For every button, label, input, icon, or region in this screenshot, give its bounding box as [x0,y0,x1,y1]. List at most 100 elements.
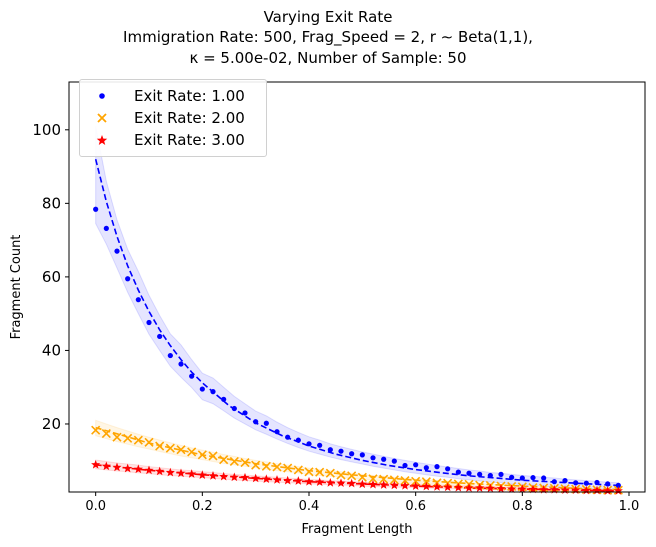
chart-legend: Exit Rate: 1.00 Exit Rate: 2.00 Exit Rat… [79,79,267,157]
data-point [101,428,111,439]
data-point [157,333,163,340]
data-point [144,437,154,447]
chart-subtitle-line-1: Immigration Rate: 500, Frag_Speed = 2, r… [123,28,533,46]
data-point [445,466,451,472]
y-tick-label: 80 [42,194,61,212]
data-point [359,452,365,458]
legend-label: Exit Rate: 2.00 [134,109,245,127]
data-point [133,464,143,474]
data-point [272,475,282,484]
data-point [210,389,216,395]
x-tick-label: 0.2 [192,499,213,514]
data-point [167,352,173,359]
legend-label: Exit Rate: 1.00 [134,87,245,105]
data-point [496,483,506,493]
data-point [165,467,175,477]
data-point [187,447,197,457]
data-point [293,476,303,485]
data-point [229,456,239,467]
data-point [325,468,335,478]
y-tick-label: 60 [42,268,61,286]
y-axis-ticks: 20 40 60 80 100 [32,121,69,433]
data-point [125,276,131,282]
data-point [357,472,367,482]
data-point [112,432,122,442]
data-point [411,481,421,490]
chart-subtitle-line-2: κ = 5.00e-02, Number of Sample: 50 [189,49,467,67]
data-point [306,441,312,447]
data-point [251,460,261,470]
fit-lines [94,159,619,492]
data-point [581,485,591,495]
data-point [208,451,218,461]
data-point [368,479,378,489]
data-point [517,484,527,493]
data-point [176,468,186,478]
data-point [475,483,485,492]
data-point [274,429,280,435]
data-point [413,462,419,468]
data-point [498,471,504,477]
data-point [507,484,517,493]
data-point [379,480,389,489]
data-point [560,485,570,495]
data-point [295,437,301,443]
data-point [400,480,410,490]
data-point [349,451,355,457]
x-axis-label: Fragment Length [301,522,412,537]
data-point [391,458,397,464]
data-point [379,474,389,484]
data-point [208,471,218,480]
legend-label: Exit Rate: 3.00 [134,131,245,149]
x-tick-label: 0.6 [405,499,426,514]
data-point [263,420,269,426]
data-point [285,434,291,440]
data-point [423,465,429,471]
data-point [114,248,120,254]
data-point [402,462,408,469]
confidence-bands [95,126,619,493]
data-point [135,297,141,303]
data-point [613,486,623,495]
data-point [421,481,431,491]
data-point [573,480,579,486]
data-point [539,484,549,494]
data-point [338,448,344,454]
data-point [541,475,547,481]
data-point [242,410,248,416]
data-point [487,472,493,479]
data-point [199,386,205,392]
data-point [261,461,271,471]
data-point [91,459,101,469]
data-point [178,361,184,367]
data-points [91,206,623,495]
data-point [530,475,536,481]
data-point [91,425,101,435]
confidence-band-1 [95,126,619,491]
data-point [187,469,197,478]
data-point [315,477,325,486]
data-point [197,450,207,460]
data-point [155,466,165,476]
y-tick-label: 20 [42,415,61,433]
data-point [155,441,165,451]
legend-entry-exit-rate-2: Exit Rate: 2.00 [80,108,266,130]
data-point [112,462,122,472]
data-point [603,486,613,495]
data-point [594,479,600,486]
data-point [477,471,483,477]
data-point [519,475,525,481]
data-point [189,373,195,379]
data-point [304,467,314,477]
data-point [336,470,346,480]
data-point [251,473,261,483]
data-point [272,462,282,472]
data-point [123,433,133,443]
x-tick-label: 0.0 [85,499,106,514]
data-point [261,474,271,484]
data-point [443,482,453,492]
data-point [317,442,323,448]
data-point [101,461,111,471]
data-point [434,464,440,470]
